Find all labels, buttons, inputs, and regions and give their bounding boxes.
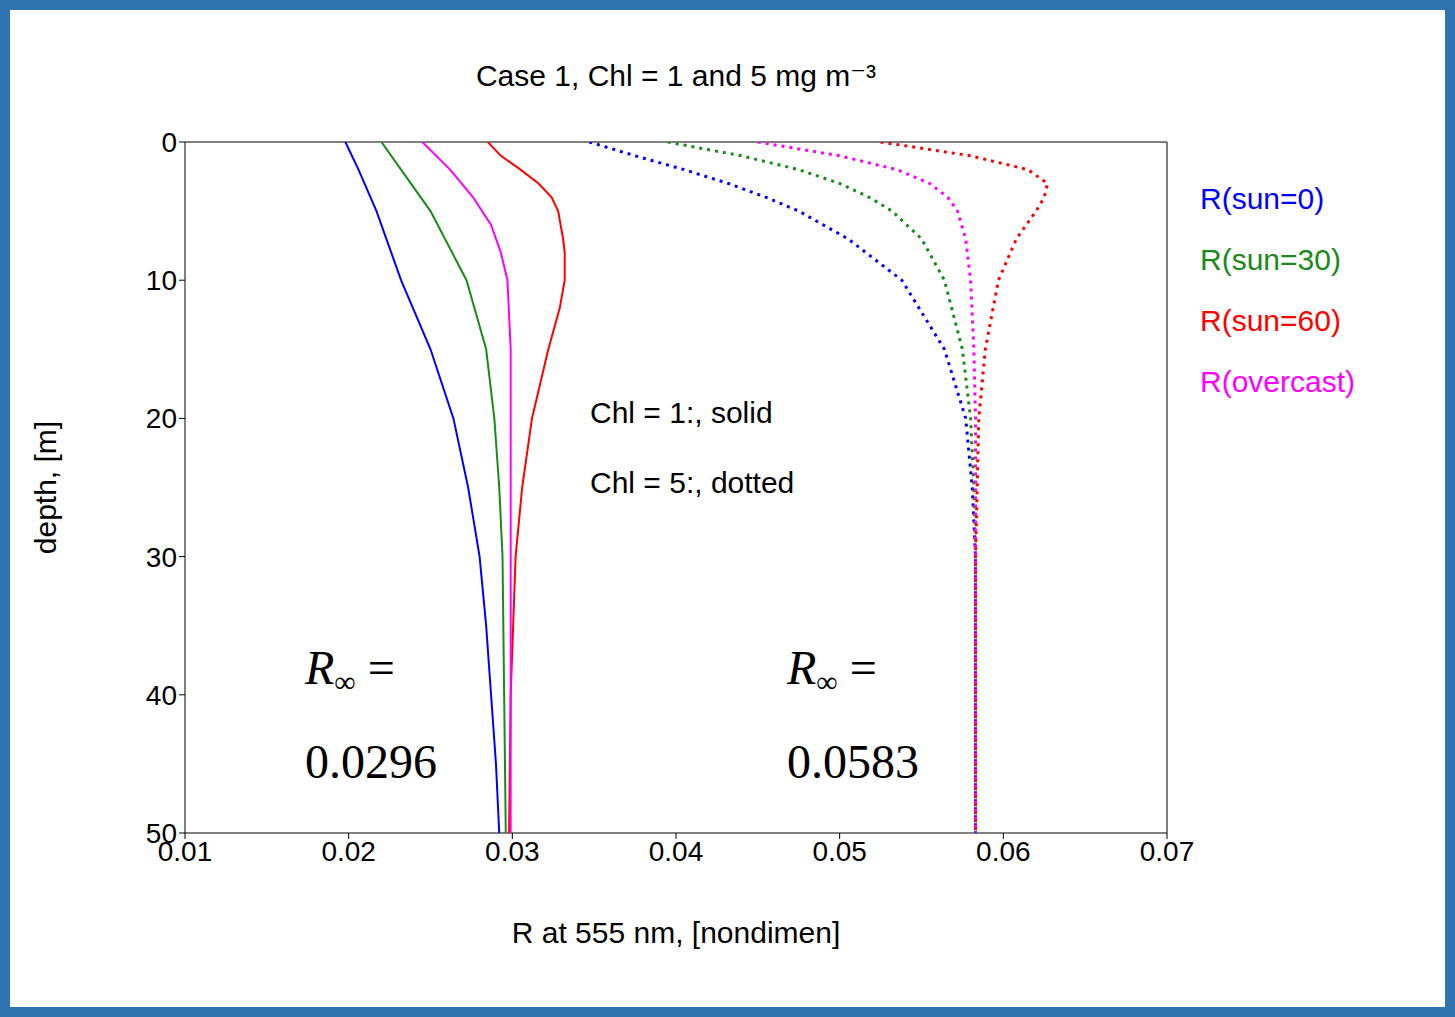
- html-text:Chl = 1:, solid: Chl = 1:, solid: [590, 396, 773, 429]
- svg-text:40: 40: [146, 680, 177, 711]
- html-text:Case 1, Chl = 1 and 5 mg m⁻³: Case 1, Chl = 1 and 5 mg m⁻³: [475, 59, 877, 92]
- svg-text:0.02: 0.02: [321, 836, 376, 867]
- svg-text:R at 555 nm, [nondimen]: R at 555 nm, [nondimen]: [512, 916, 841, 949]
- svg-text:0.03: 0.03: [485, 836, 540, 867]
- svg-text:0: 0: [161, 127, 177, 158]
- html-text:R∞=: R∞=: [787, 641, 877, 698]
- svg-text:0.01: 0.01: [157, 835, 213, 867]
- html-text:R(sun=30): R(sun=30): [1200, 243, 1341, 276]
- svg-text:50: 50: [146, 818, 177, 849]
- svg-text:10: 10: [146, 265, 177, 296]
- html-text:R∞=: R∞=: [305, 641, 395, 698]
- html-text:R(overcast): R(overcast): [1200, 365, 1355, 398]
- svg-text:20: 20: [146, 403, 177, 434]
- html-text:R(sun=0): R(sun=0): [1200, 182, 1325, 215]
- svg-text:30: 30: [146, 542, 177, 573]
- svg-text:0.05: 0.05: [812, 836, 867, 867]
- svg-text:0.04: 0.04: [649, 836, 704, 867]
- html-text:0.0296: 0.0296: [305, 735, 437, 788]
- svg-text:depth, [m]: depth, [m]: [29, 421, 62, 554]
- html-text:Chl = 5:, dotted: Chl = 5:, dotted: [590, 466, 795, 499]
- svg-text:0.07: 0.07: [1140, 836, 1195, 867]
- html-text:0.0583: 0.0583: [787, 735, 919, 788]
- html-text:R(sun=60): R(sun=60): [1200, 304, 1341, 337]
- svg-text:0.06: 0.06: [976, 836, 1031, 867]
